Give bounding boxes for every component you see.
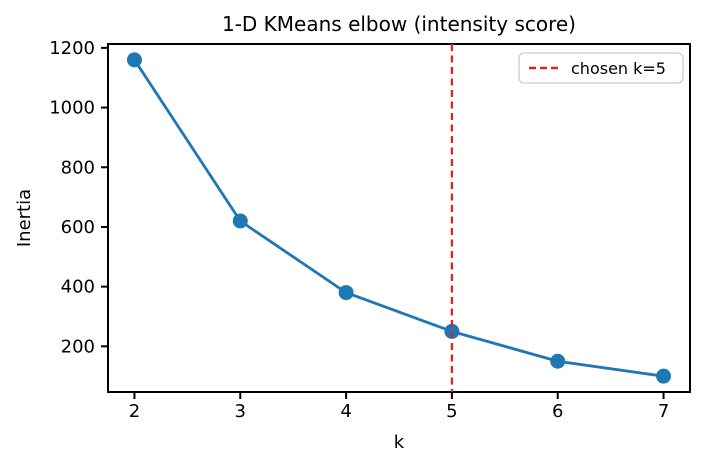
y-tick-label: 1000	[49, 98, 95, 119]
legend-box	[518, 52, 684, 84]
y-tick-label: 200	[61, 336, 95, 357]
legend: chosen k=5	[518, 52, 684, 84]
x-tick-label: 5	[446, 401, 457, 422]
y-tick-label: 400	[61, 277, 95, 298]
legend-label: chosen k=5	[571, 59, 666, 78]
plot-area: 2 3 4 5 6 7 200 400 600 800 1000 1200	[49, 38, 691, 422]
x-tick-label: 4	[340, 401, 351, 422]
data-point-k6	[550, 353, 566, 369]
y-tick-label: 600	[61, 217, 95, 238]
chart-title: 1-D KMeans elbow (intensity score)	[222, 12, 576, 36]
y-tick-label: 1200	[49, 38, 95, 59]
inertia-line	[133, 58, 665, 378]
data-point-k7	[656, 368, 672, 384]
x-tick-label: 7	[658, 401, 669, 422]
axes-frame	[107, 43, 691, 393]
y-tick-label: 800	[61, 157, 95, 178]
x-tick-label: 3	[235, 401, 246, 422]
data-point-k5	[444, 323, 460, 339]
x-tick-label: 6	[552, 401, 563, 422]
data-point-k2	[126, 52, 142, 68]
x-tick-label: 2	[129, 401, 140, 422]
x-axis-label: k	[394, 432, 405, 453]
y-axis-label: Inertia	[14, 189, 35, 247]
data-point-k4	[338, 285, 354, 301]
data-point-k3	[232, 213, 248, 229]
